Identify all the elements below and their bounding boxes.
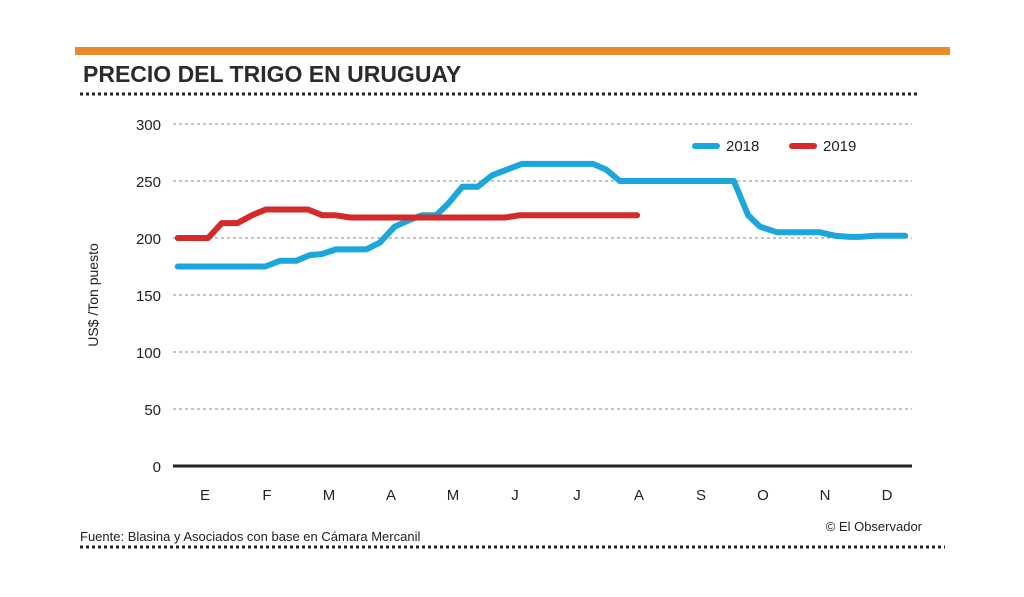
legend: 2018 2019 xyxy=(692,138,856,155)
x-tick-label: E xyxy=(200,487,210,504)
x-tick-label: S xyxy=(696,487,706,504)
y-tick-label: 150 xyxy=(136,288,161,305)
credit: © El Observador xyxy=(826,519,923,534)
source-note: Fuente: Blasina y Asociados con base en … xyxy=(80,529,420,544)
x-tick-label: O xyxy=(757,487,769,504)
x-tick-label: J xyxy=(511,487,519,504)
legend-label: 2018 xyxy=(726,138,759,155)
series-line-2019 xyxy=(174,206,641,241)
x-tick-label: F xyxy=(262,487,271,504)
y-tick-label: 250 xyxy=(136,174,161,191)
x-tick-label: M xyxy=(447,487,460,504)
x-tick-label: N xyxy=(820,487,831,504)
y-tick-label: 200 xyxy=(136,231,161,248)
legend-label: 2019 xyxy=(823,138,856,155)
y-tick-label: 0 xyxy=(153,459,161,476)
x-tick-label: A xyxy=(634,487,644,504)
series-line-2018 xyxy=(174,160,908,270)
chart-title: PRECIO DEL TRIGO EN URUGUAY xyxy=(83,61,461,87)
x-tick-label: A xyxy=(386,487,396,504)
y-axis-label: US$ /Ton puesto xyxy=(85,243,101,347)
x-tick-label: D xyxy=(882,487,893,504)
x-tick-label: J xyxy=(573,487,581,504)
y-tick-label: 50 xyxy=(144,402,161,419)
top-accent-bar xyxy=(75,47,950,55)
x-tick-label: M xyxy=(323,487,336,504)
y-tick-label: 300 xyxy=(136,117,161,134)
y-tick-label: 100 xyxy=(136,345,161,362)
